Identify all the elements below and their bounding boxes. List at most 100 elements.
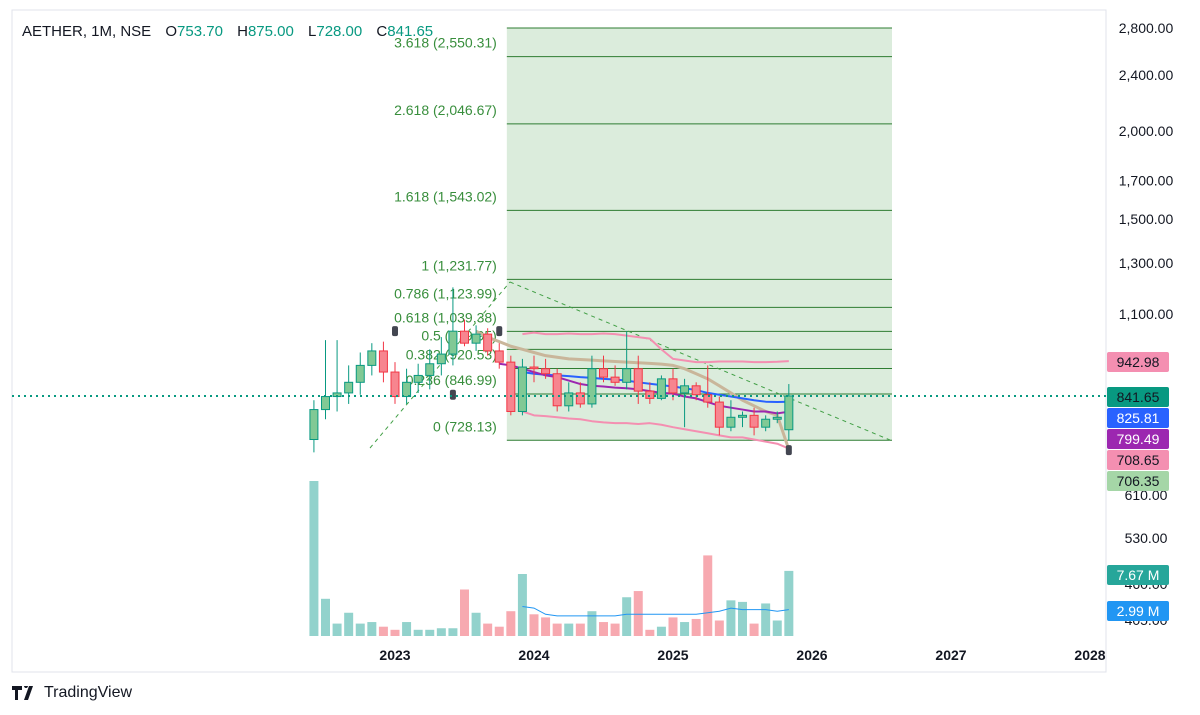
- fib-label-0.618: 0.618 (1,039.38): [394, 309, 497, 325]
- volume-bar: [610, 623, 620, 636]
- volume-bar: [668, 617, 678, 636]
- candle: [471, 325, 481, 351]
- price-tick-label: 1,500.00: [1119, 211, 1174, 227]
- candle: [425, 349, 435, 390]
- candle-body: [645, 390, 655, 399]
- price-tick-label: 530.00: [1125, 530, 1168, 546]
- volume-bar: [761, 603, 771, 636]
- tradingview-brand[interactable]: TradingView: [12, 684, 132, 702]
- time-tick-label: 2027: [935, 647, 966, 663]
- volume-bar: [680, 622, 690, 636]
- candle-body: [564, 392, 574, 407]
- blue-ma-label: 825.81: [1117, 410, 1160, 426]
- brand-name: TradingView: [44, 684, 133, 701]
- volume-bar: [402, 622, 412, 636]
- candle-body: [575, 392, 585, 405]
- candle-body: [610, 376, 620, 383]
- candle: [610, 365, 620, 386]
- fib-label-0.786: 0.786 (1,123.99): [394, 285, 497, 301]
- time-tick-label: 2028: [1074, 647, 1105, 663]
- volume-bar: [645, 629, 655, 636]
- volume-bar: [599, 622, 608, 636]
- bb-upper-label: 942.98: [1117, 354, 1160, 370]
- volume-bar: [575, 623, 585, 636]
- volume-bar: [656, 626, 666, 636]
- candle: [749, 407, 759, 436]
- low-label: L: [308, 23, 317, 40]
- volume-bar: [413, 629, 423, 636]
- candle: [494, 343, 504, 369]
- candle-body: [668, 378, 678, 394]
- candle-body: [622, 368, 632, 383]
- fib-label-1.618: 1.618 (1,543.02): [394, 188, 497, 204]
- volume-bar: [448, 628, 458, 636]
- candle: [378, 341, 388, 383]
- volume-bar: [390, 629, 400, 636]
- candle: [599, 355, 608, 383]
- tan-ma-label: 706.35: [1117, 473, 1160, 489]
- candle-body: [552, 373, 562, 407]
- ohlc-legend: AETHER, 1M, NSE O753.70 H875.00 L728.00 …: [22, 23, 433, 40]
- close-value: 841.65: [387, 23, 434, 40]
- volume-bar: [541, 617, 551, 636]
- candle-body: [784, 395, 794, 431]
- symbol-title[interactable]: AETHER, 1M, NSE: [22, 23, 152, 40]
- volume-ma-label: 2.99 M: [1117, 603, 1160, 619]
- candle-body: [656, 378, 666, 399]
- pivot-marker-icon: [449, 389, 456, 400]
- volume-bar: [506, 611, 516, 636]
- candle-body: [413, 374, 423, 383]
- time-tick-label: 2026: [796, 647, 827, 663]
- candle-body: [738, 414, 747, 418]
- purple-ma-label: 799.49: [1117, 431, 1160, 447]
- pivot-marker-icon: [496, 326, 503, 337]
- price-tick-label: 2,000.00: [1119, 123, 1174, 139]
- volume-bar: [425, 629, 435, 636]
- candle-body: [460, 330, 469, 344]
- candle: [564, 382, 574, 412]
- candle: [680, 378, 690, 428]
- tradingview-logo-icon: [12, 686, 33, 700]
- open-label: O: [165, 23, 178, 40]
- time-tick-label: 2025: [657, 647, 688, 663]
- candle: [517, 358, 527, 416]
- bollinger-lower-line: [522, 410, 790, 450]
- candle-body: [448, 330, 458, 355]
- fib-label-1: 1 (1,231.77): [421, 257, 497, 273]
- candle-body: [761, 418, 771, 428]
- bollinger-upper-line: [522, 331, 789, 364]
- volume-bar: [436, 628, 446, 636]
- price-tick-label: 1,700.00: [1119, 173, 1174, 189]
- candle: [726, 400, 736, 432]
- time-tick-label: 2023: [379, 647, 410, 663]
- candle: [483, 328, 493, 356]
- volume-bar: [726, 600, 736, 636]
- candle-body: [541, 368, 551, 375]
- candle-body: [425, 363, 435, 376]
- volume-bar: [471, 612, 481, 636]
- last-price-label: 841.65: [1117, 389, 1160, 405]
- candle: [390, 362, 400, 404]
- volume-ma-line: [522, 606, 789, 617]
- close-label: C: [376, 23, 388, 40]
- volume-bar: [378, 626, 388, 636]
- candle-body: [355, 364, 365, 383]
- price-tick-label: 2,800.00: [1119, 20, 1174, 36]
- candle: [622, 331, 632, 390]
- candle-body: [517, 366, 527, 412]
- price-tick-label: 1,100.00: [1119, 306, 1174, 322]
- candle: [529, 355, 539, 383]
- candle: [575, 382, 585, 408]
- pivot-marker-icon: [785, 445, 792, 456]
- volume-bar: [552, 623, 562, 636]
- candle: [506, 355, 516, 416]
- purple-ma-label-bg: [1107, 429, 1169, 449]
- volume-bar: [784, 570, 794, 636]
- high-value: 875.00: [247, 23, 294, 40]
- fib-zone: [506, 28, 892, 441]
- volume-bar: [483, 623, 493, 636]
- volume-bar: [703, 555, 713, 636]
- candle-body: [714, 401, 724, 428]
- open-value: 753.70: [177, 23, 223, 40]
